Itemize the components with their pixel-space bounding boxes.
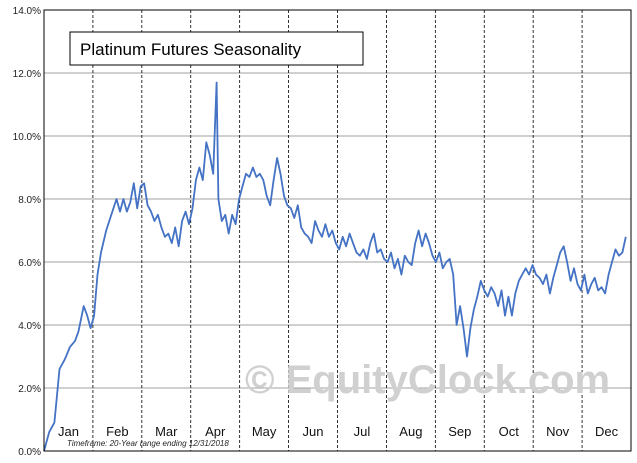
timeframe-footnote: Timeframe: 20-Year range ending 12/31/20… (67, 439, 229, 448)
x-axis-month-labels: Jan Feb Mar Apr May Jun Jul Aug Sep Oct Nov Dec (58, 424, 619, 439)
y-tick-label: 6.0% (18, 258, 41, 269)
month-label: Feb (106, 424, 128, 439)
month-label: Dec (595, 424, 619, 439)
seasonality-line (43, 81, 627, 452)
chart-title: Platinum Futures Seasonality (80, 40, 302, 59)
y-tick-label: 2.0% (18, 384, 41, 395)
series-layer (43, 81, 627, 452)
watermark-text: © EquityClock.com (245, 358, 610, 402)
y-tick-label: 10.0% (13, 132, 41, 143)
plot-frame (43, 9, 632, 452)
y-tick-label: 12.0% (13, 69, 41, 80)
month-label: May (252, 424, 277, 439)
y-tick-label: 8.0% (18, 195, 41, 206)
month-label: Apr (205, 424, 226, 439)
watermark: © EquityClock.com (245, 358, 610, 402)
month-label: Sep (448, 424, 471, 439)
month-label: Oct (499, 424, 520, 439)
month-label: Jun (303, 424, 324, 439)
y-tick-label: 0.0% (18, 447, 41, 458)
y-tick-label: 4.0% (18, 321, 41, 332)
title-box: Platinum Futures Seasonality (69, 31, 364, 66)
y-axis-ticks: 0.0% 2.0% 4.0% 6.0% 8.0% 10.0% 12.0% 14.0% (13, 6, 41, 458)
month-label: Mar (155, 424, 178, 439)
month-label: Jan (58, 424, 79, 439)
month-label: Nov (546, 424, 570, 439)
y-tick-label: 14.0% (13, 6, 41, 17)
month-label: Jul (354, 424, 371, 439)
title-box-frame (69, 31, 364, 66)
month-label: Aug (399, 424, 422, 439)
